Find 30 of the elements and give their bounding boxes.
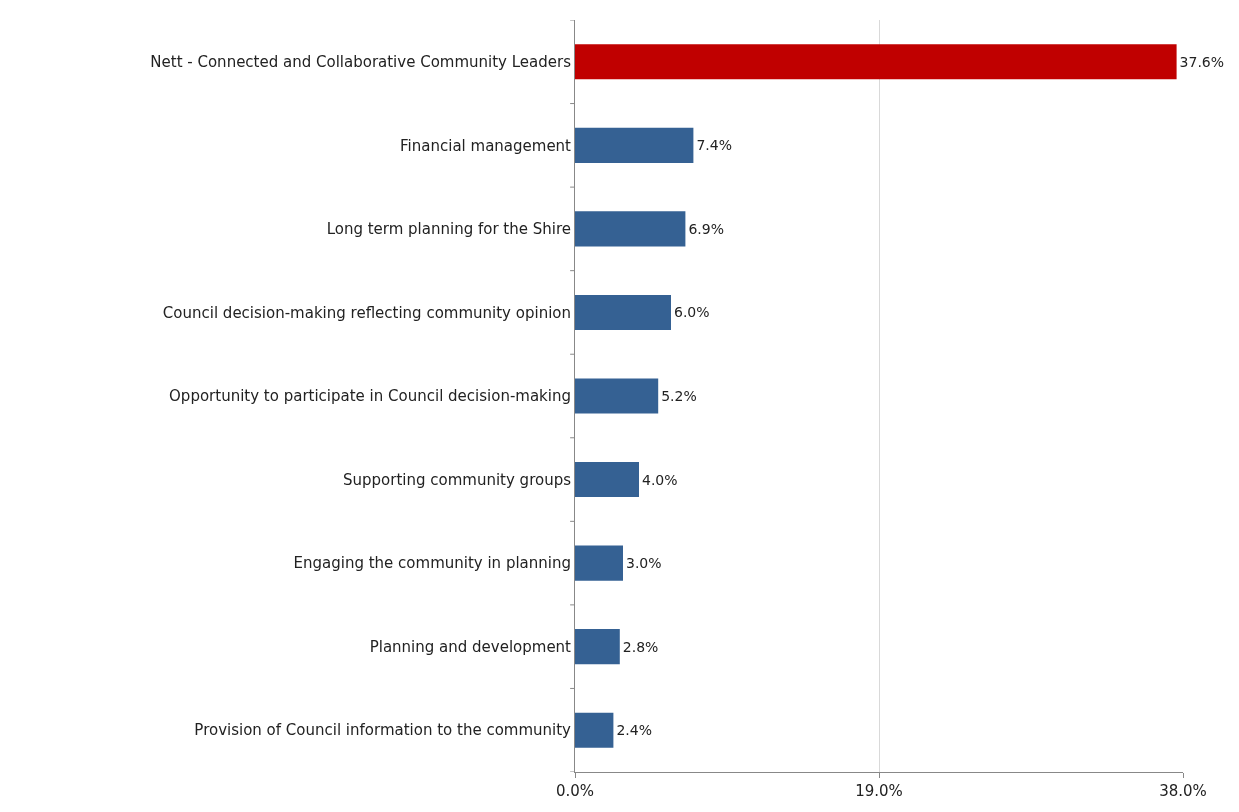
bar [575,629,620,665]
bar [575,712,614,748]
y-tick-label: Long term planning for the Shire [326,220,571,239]
bar [575,462,639,498]
data-label: 3.0% [626,555,662,572]
y-tick-label: Nett - Connected and Collaborative Community Leaders [150,53,572,72]
y-tick-label: Engaging the community in planning [293,554,571,573]
x-tick-label: 38.0% [1159,782,1207,800]
data-label: 4.0% [642,471,678,488]
data-label: 6.9% [688,220,724,237]
data-label: 7.4% [696,137,732,154]
data-label: 2.4% [616,722,652,739]
x-tick-label: 19.0% [855,782,903,800]
data-label: 5.2% [661,388,697,404]
bar [575,378,659,414]
bar [575,294,671,330]
y-tick-label: Supporting community groups [343,470,572,489]
data-label: 37.6% [1179,53,1225,70]
y-tick-label: Council decision-making reflecting community opinion [162,303,571,322]
y-tick-label: Opportunity to participate in Council decision-making [169,387,571,406]
bar [575,44,1177,80]
y-tick-label: Provision of Council information to the community [194,721,572,740]
data-label: 6.0% [674,304,710,321]
y-tick-label: Financial management [400,136,572,155]
x-tick-label: 0.0% [555,782,595,800]
bar [575,211,686,247]
data-label: 2.8% [622,638,659,655]
y-tick-label: Planning and development [369,637,572,656]
bar [575,545,623,581]
bar [575,127,694,163]
